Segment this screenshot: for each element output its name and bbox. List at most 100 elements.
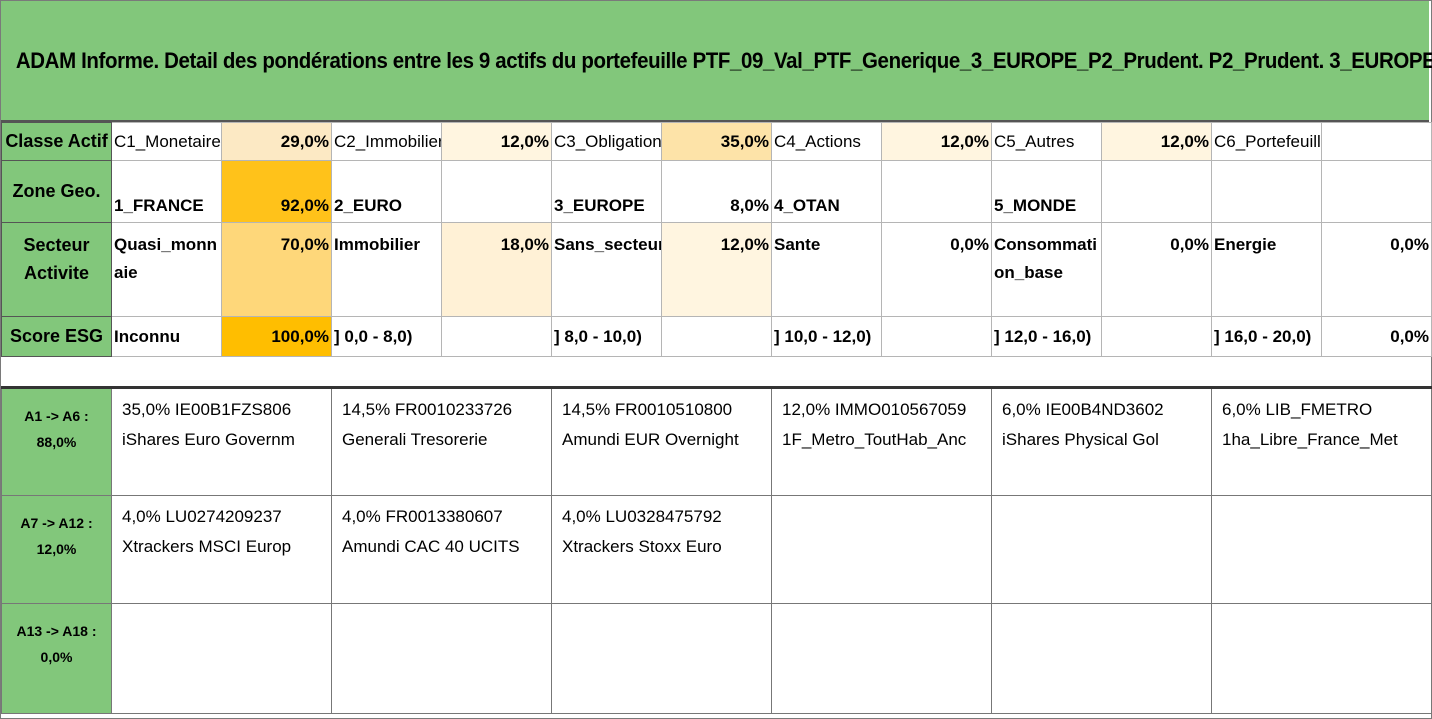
cell-pct: 8,0% xyxy=(661,160,772,223)
asset-row: A13 -> A18 : 0,0% xyxy=(1,603,1432,714)
asset-name: Xtrackers Stoxx Euro xyxy=(562,537,722,556)
asset-row-header: A13 -> A18 : 0,0% xyxy=(1,603,112,714)
asset-weight-isin: 6,0% LIB_FMETRO xyxy=(1222,400,1373,419)
asset-cell: 14,5% FR0010510800 Amundi EUR Overnight xyxy=(551,387,772,496)
asset-cell: 4,0% LU0328475792 Xtrackers Stoxx Euro xyxy=(551,495,772,604)
asset-cell: 14,5% FR0010233726 Generali Tresorerie xyxy=(331,387,552,496)
asset-row-header: A7 -> A12 : 12,0% xyxy=(1,495,112,604)
cell-name: Sans_secteur xyxy=(551,222,662,317)
cell-pct: 0,0% xyxy=(1321,316,1432,357)
row-classe-actif: Classe Actif C1_Monetaire 29,0% C2_Immob… xyxy=(1,122,1432,161)
cell-name: C6_Portefeuill xyxy=(1211,122,1322,161)
asset-row-label: A7 -> A12 : xyxy=(20,515,93,531)
cell-pct: 100,0% xyxy=(221,316,332,357)
cell-pct: 12,0% xyxy=(1101,122,1212,161)
cell-name: 2_EURO xyxy=(331,160,442,223)
asset-cell xyxy=(111,603,332,714)
allocation-table: Classe Actif C1_Monetaire 29,0% C2_Immob… xyxy=(1,122,1432,357)
row-zone-geo: Zone Geo. 1_FRANCE 92,0% 2_EURO 3_EUROPE… xyxy=(1,160,1432,223)
cell-name: C1_Monetaire xyxy=(111,122,222,161)
cell-pct: 12,0% xyxy=(441,122,552,161)
cell-name: ] 0,0 - 8,0) xyxy=(331,316,442,357)
asset-cell: 4,0% LU0274209237 Xtrackers MSCI Europ xyxy=(111,495,332,604)
cell-pct xyxy=(881,160,992,223)
asset-name: Amundi CAC 40 UCITS xyxy=(342,537,520,556)
cell-name: ] 8,0 - 10,0) xyxy=(551,316,662,357)
asset-row-total: 12,0% xyxy=(36,541,77,557)
asset-weight-isin: 4,0% LU0274209237 xyxy=(122,507,282,526)
row-label: Classe Actif xyxy=(1,122,112,161)
asset-cell: 12,0% IMMO010567059 1F_Metro_ToutHab_Anc xyxy=(771,387,992,496)
asset-cell: 4,0% FR0013380607 Amundi CAC 40 UCITS xyxy=(331,495,552,604)
row-secteur-activite: Secteur Activite Quasi_monnaie 70,0% Imm… xyxy=(1,222,1432,317)
asset-weight-isin: 4,0% LU0328475792 xyxy=(562,507,722,526)
asset-cell xyxy=(1211,603,1432,714)
asset-cell: 6,0% LIB_FMETRO 1ha_Libre_France_Met xyxy=(1211,387,1432,496)
asset-row: A1 -> A6 : 88,0% 35,0% IE00B1FZS806 iShar… xyxy=(1,387,1432,496)
asset-weight-isin: 35,0% IE00B1FZS806 xyxy=(122,400,292,419)
asset-cell xyxy=(771,495,992,604)
cell-name: ] 12,0 - 16,0) xyxy=(991,316,1102,357)
cell-name xyxy=(1211,160,1322,223)
cell-name: C3_Obligations xyxy=(551,122,662,161)
cell-pct: 29,0% xyxy=(221,122,332,161)
cell-name: C4_Actions xyxy=(771,122,882,161)
cell-pct xyxy=(881,316,992,357)
cell-name: 3_EUROPE xyxy=(551,160,662,223)
cell-name: Quasi_monnaie xyxy=(111,222,222,317)
asset-name: Xtrackers MSCI Europ xyxy=(122,537,292,556)
cell-pct: 35,0% xyxy=(661,122,772,161)
cell-name: Sante xyxy=(771,222,882,317)
cell-pct: 0,0% xyxy=(1321,222,1432,317)
asset-name: Amundi EUR Overnight xyxy=(562,430,739,449)
asset-weight-isin: 14,5% FR0010510800 xyxy=(562,400,733,419)
asset-row-total: 88,0% xyxy=(36,434,77,450)
cell-name: 1_FRANCE xyxy=(111,160,222,223)
asset-cell xyxy=(771,603,992,714)
cell-name: Energie xyxy=(1211,222,1322,317)
cell-pct: 0,0% xyxy=(881,222,992,317)
asset-cell: 6,0% IE00B4ND3602 iShares Physical Gol xyxy=(991,387,1212,496)
asset-cell: 35,0% IE00B1FZS806 iShares Euro Governm xyxy=(111,387,332,496)
asset-row-header: A1 -> A6 : 88,0% xyxy=(1,387,112,496)
cell-name: ] 16,0 - 20,0) xyxy=(1211,316,1322,357)
asset-cell xyxy=(551,603,772,714)
row-label: Secteur Activite xyxy=(1,222,112,317)
asset-name: Generali Tresorerie xyxy=(342,430,488,449)
asset-weight-isin: 12,0% IMMO010567059 xyxy=(782,400,967,419)
asset-cell xyxy=(331,603,552,714)
asset-name: 1F_Metro_ToutHab_Anc xyxy=(782,430,967,449)
cell-pct xyxy=(1101,316,1212,357)
cell-pct: 18,0% xyxy=(441,222,552,317)
cell-name: Immobilier xyxy=(331,222,442,317)
asset-weight-isin: 14,5% FR0010233726 xyxy=(342,400,513,419)
asset-name: 1ha_Libre_France_Met xyxy=(1222,430,1398,449)
assets-table: A1 -> A6 : 88,0% 35,0% IE00B1FZS806 iShar… xyxy=(1,386,1432,714)
cell-name: C2_Immobilier xyxy=(331,122,442,161)
cell-pct xyxy=(441,316,552,357)
report-title: ADAM Informe. Detail des pondérations en… xyxy=(15,47,1432,73)
cell-name: C5_Autres xyxy=(991,122,1102,161)
asset-row-total: 0,0% xyxy=(40,649,73,665)
cell-pct: 12,0% xyxy=(881,122,992,161)
asset-row-label: A13 -> A18 : xyxy=(16,623,97,639)
asset-name: iShares Euro Governm xyxy=(122,430,295,449)
row-label: Zone Geo. xyxy=(1,160,112,223)
asset-name: iShares Physical Gol xyxy=(1002,430,1159,449)
cell-pct: 92,0% xyxy=(221,160,332,223)
asset-cell xyxy=(991,495,1212,604)
cell-pct: 70,0% xyxy=(221,222,332,317)
cell-name: Consommation_base xyxy=(991,222,1102,317)
asset-cell xyxy=(1211,495,1432,604)
cell-pct xyxy=(661,316,772,357)
row-score-esg: Score ESG Inconnu 100,0% ] 0,0 - 8,0) ] … xyxy=(1,316,1432,357)
cell-pct xyxy=(1321,160,1432,223)
cell-name: Inconnu xyxy=(111,316,222,357)
asset-row: A7 -> A12 : 12,0% 4,0% LU0274209237 Xtrac… xyxy=(1,495,1432,604)
asset-cell xyxy=(991,603,1212,714)
cell-pct xyxy=(1101,160,1212,223)
cell-pct xyxy=(441,160,552,223)
asset-row-label: A1 -> A6 : xyxy=(24,408,89,424)
cell-name: ] 10,0 - 12,0) xyxy=(771,316,882,357)
